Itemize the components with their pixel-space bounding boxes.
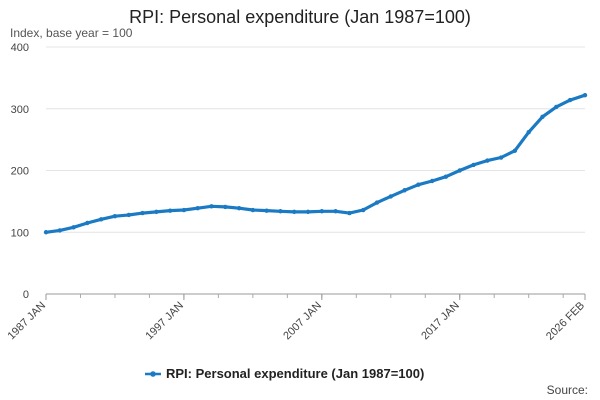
data-point: [236, 205, 242, 211]
data-point: [360, 207, 366, 213]
data-point: [43, 230, 49, 235]
data-point: [554, 104, 559, 110]
data-point: [457, 168, 462, 173]
y-tick-label: 0: [23, 289, 29, 301]
data-point: [85, 220, 90, 226]
data-point: [71, 225, 76, 230]
y-tick-label: 100: [11, 227, 29, 239]
data-point: [57, 228, 62, 233]
data-point: [98, 217, 104, 222]
data-point: [374, 200, 380, 205]
data-point: [567, 97, 573, 103]
x-tick-label: 1997 JAN: [143, 300, 186, 343]
legend[interactable]: RPI: Personal expenditure (Jan 1987=100): [145, 366, 424, 381]
data-point: [485, 158, 490, 163]
x-tick-label: 2017 JAN: [419, 300, 462, 343]
data-point: [526, 130, 531, 135]
x-axis-minor-ticks: [45, 294, 564, 298]
data-point: [250, 207, 256, 213]
data-point: [195, 205, 200, 211]
data-point: [126, 212, 131, 218]
source-label: Source:: [547, 383, 588, 397]
data-point: [498, 155, 504, 160]
y-axis: 0 100 200 300 400: [11, 42, 29, 301]
data-point: [512, 148, 518, 153]
data-point: [388, 194, 393, 199]
data-point: [471, 162, 476, 168]
legend-marker: [150, 371, 156, 377]
x-tick-label: 1987 JAN: [5, 300, 48, 343]
plot-area: [43, 92, 588, 235]
x-tick-label: 2007 JAN: [281, 300, 324, 343]
x-tick-label: 2026 FEB: [544, 300, 587, 343]
data-point: [347, 210, 352, 216]
data-point: [443, 174, 449, 179]
data-point: [429, 178, 435, 184]
data-point: [264, 208, 269, 213]
data-point: [140, 210, 145, 216]
x-axis: 1987 JAN 1997 JAN 2007 JAN 2017 JAN 2026 FEB: [5, 294, 587, 343]
data-point: [154, 209, 159, 215]
legend-label: RPI: Personal expenditure (Jan 1987=100): [166, 366, 424, 381]
data-point: [416, 182, 421, 187]
data-point: [292, 209, 297, 215]
data-point: [402, 188, 407, 193]
data-point: [540, 114, 545, 119]
y-tick-label: 300: [11, 104, 29, 116]
series-line: [44, 93, 587, 234]
data-point: [305, 209, 311, 215]
chart-title: RPI: Personal expenditure (Jan 1987=100): [129, 7, 471, 27]
data-point: [167, 208, 173, 213]
data-point: [209, 204, 214, 209]
y-tick-label: 400: [11, 42, 29, 54]
data-point: [582, 92, 588, 98]
chart-subtitle: Index, base year = 100: [10, 26, 133, 40]
gridlines: [46, 46, 585, 233]
data-point: [181, 207, 187, 213]
data-point: [278, 209, 283, 214]
y-tick-label: 200: [11, 166, 29, 178]
data-point: [319, 209, 325, 214]
data-point: [223, 204, 228, 210]
data-point: [333, 209, 338, 214]
data-point: [112, 213, 118, 219]
